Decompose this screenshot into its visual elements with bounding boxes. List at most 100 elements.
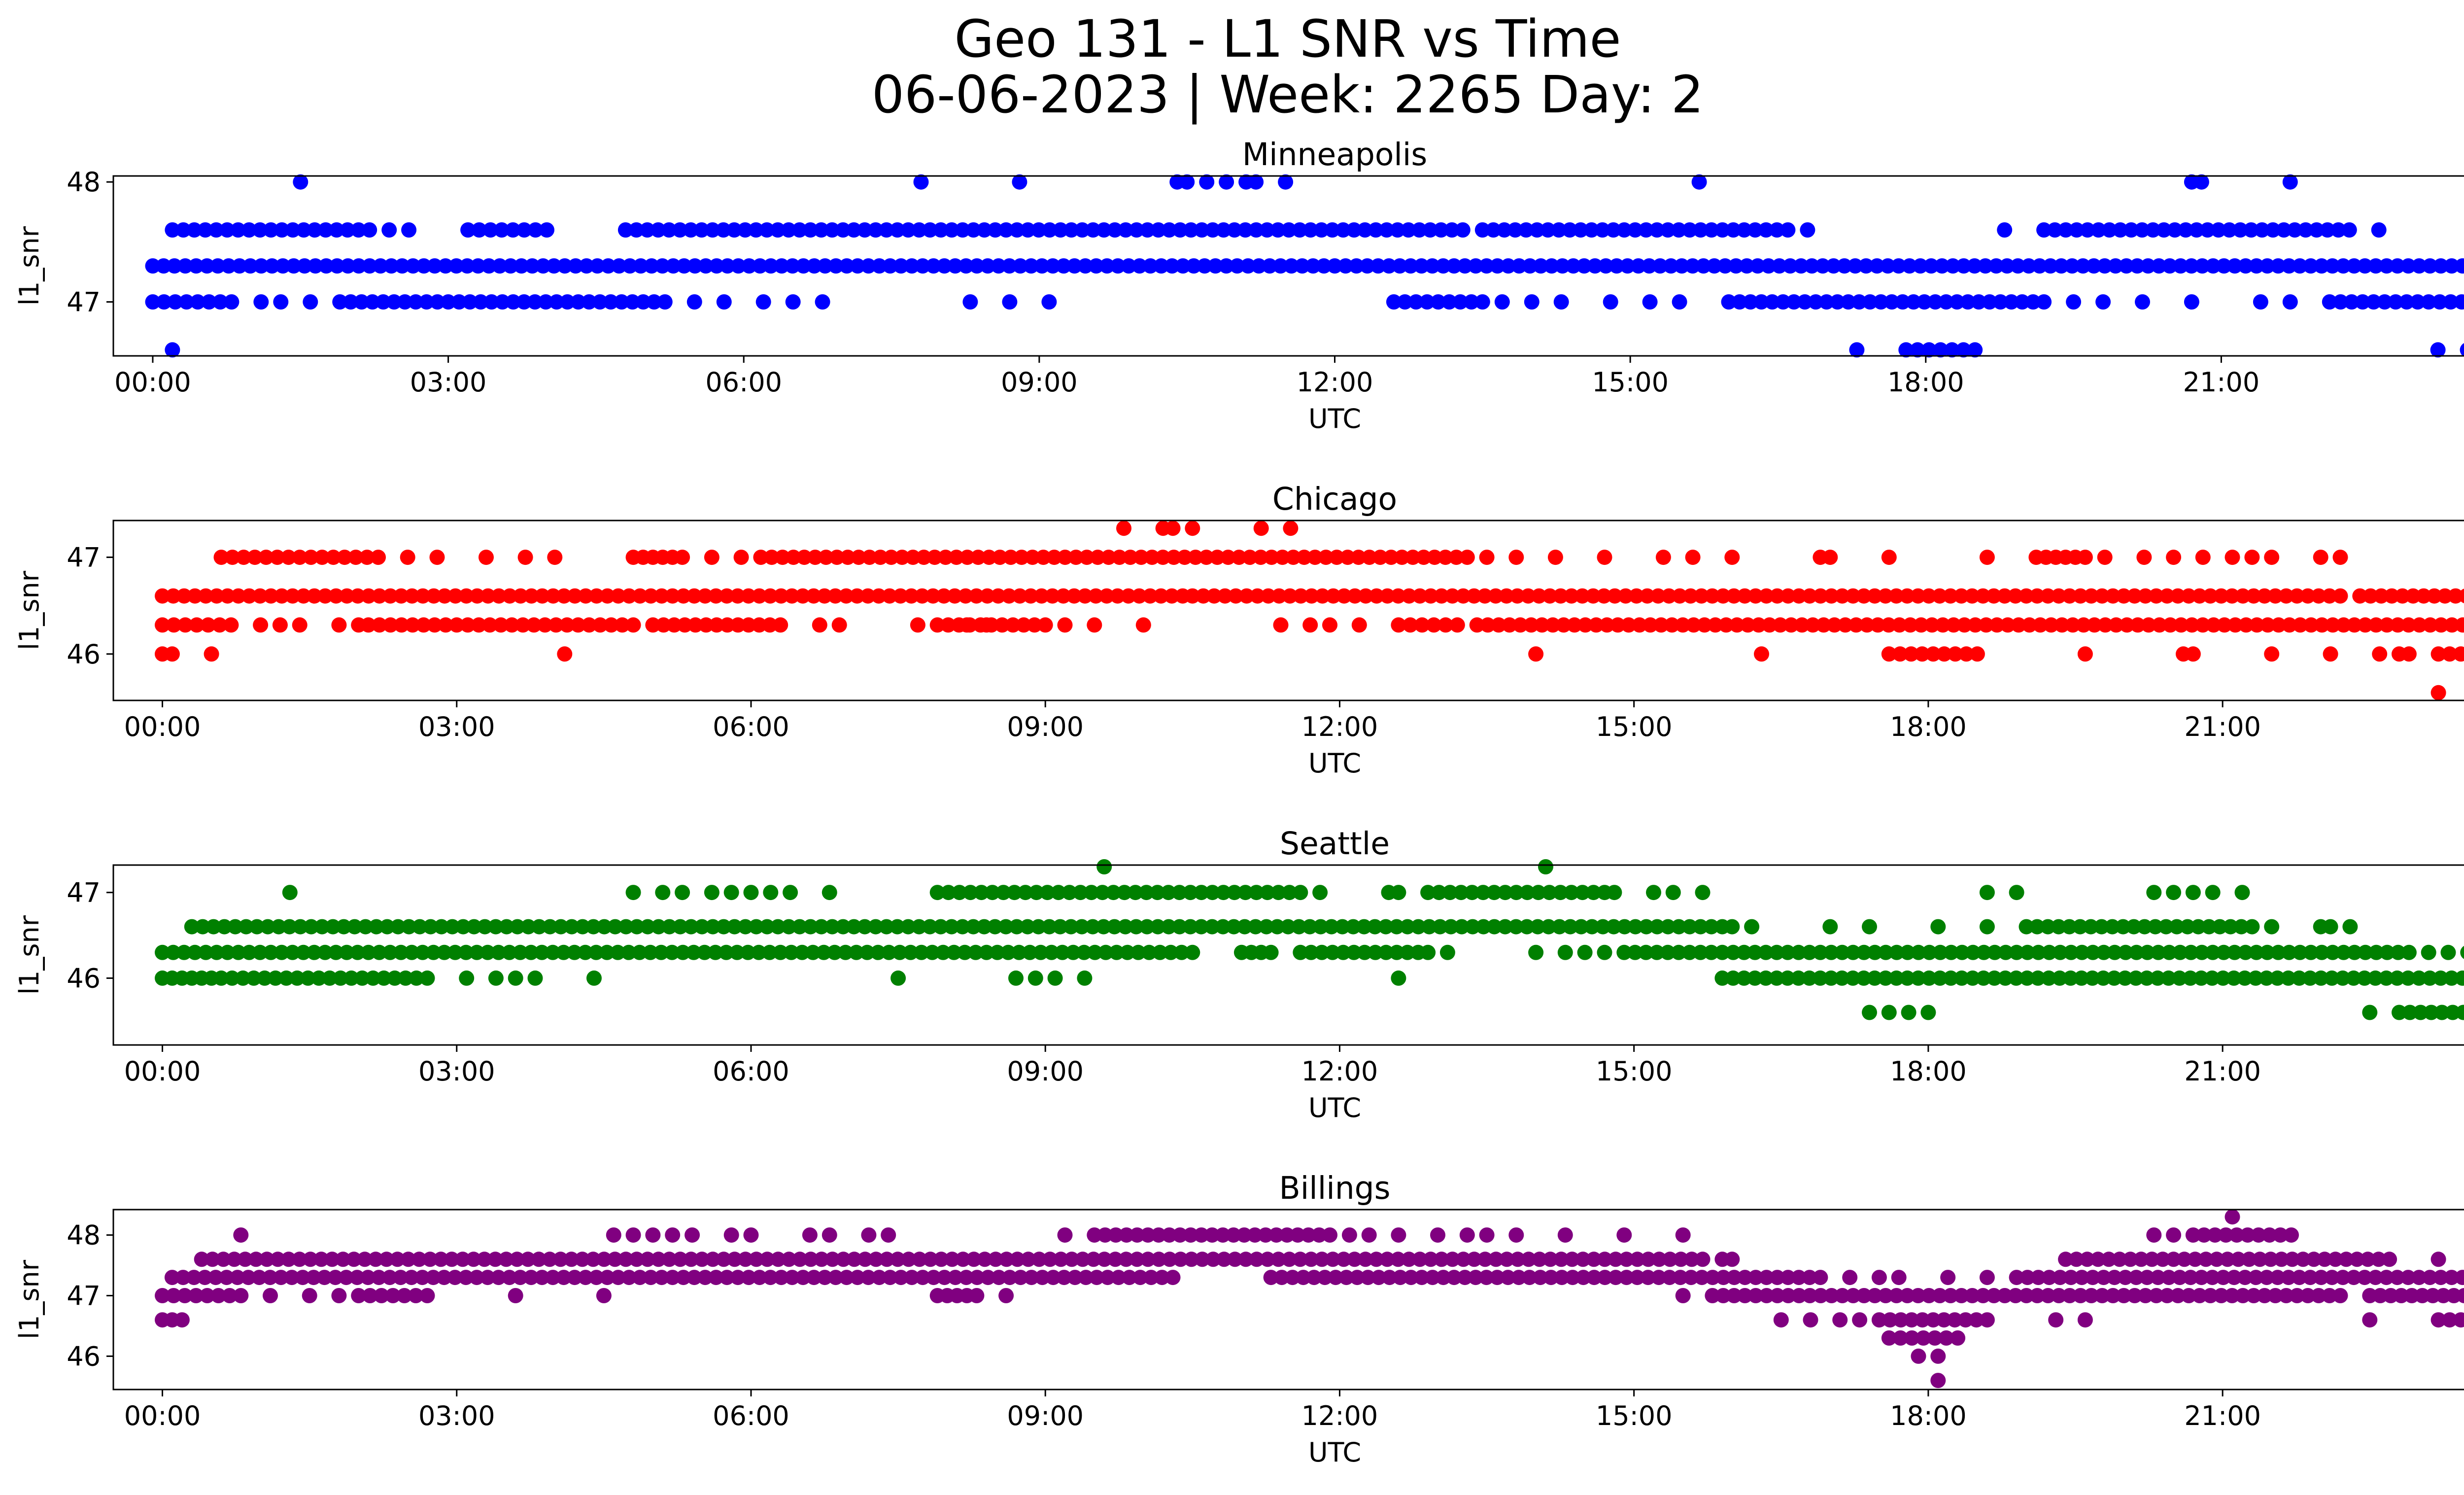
seattle-data-point: [2249, 944, 2264, 960]
seattle-data-point: [2264, 919, 2280, 935]
billings-data-point: [2360, 1252, 2376, 1267]
seattle-data-point: [1965, 944, 1981, 960]
billings-data-point: [1341, 1227, 1357, 1243]
seattle-data-point: [900, 919, 916, 935]
chicago-data-point: [1902, 617, 1918, 633]
seattle-data-point: [1780, 944, 1796, 960]
minneapolis-data-point: [1707, 258, 1722, 274]
minneapolis-data-point: [1945, 258, 1961, 274]
seattle-data-point: [704, 885, 719, 901]
minneapolis-data-point: [1631, 258, 1646, 274]
chicago-data-point: [1891, 617, 1907, 633]
minneapolis-data-point: [1849, 342, 1865, 358]
chicago-data-point: [1848, 617, 1864, 633]
seattle-data-point: [2085, 944, 2101, 960]
seattle-data-point: [1389, 944, 1404, 960]
seattle-data-point: [520, 919, 536, 935]
minneapolis-data-point: [1956, 258, 1972, 274]
seattle-data-point: [2367, 970, 2383, 986]
billings-data-point: [1616, 1227, 1632, 1243]
billings-data-point: [1089, 1270, 1104, 1286]
chicago-data-point: [1986, 588, 2002, 604]
billings-data-point: [1195, 1252, 1210, 1267]
minneapolis-data-point: [1891, 258, 1907, 274]
seattle-data-point: [2346, 970, 2361, 986]
minneapolis-data-point: [1652, 258, 1668, 274]
billings-data-point: [2240, 1227, 2256, 1243]
seattle-data-point: [1313, 919, 1329, 935]
minneapolis-data-point: [2135, 294, 2150, 310]
billings-data-point: [2202, 1288, 2218, 1303]
seattle-data-point: [2201, 919, 2217, 935]
seattle-data-point: [1293, 944, 1308, 960]
seattle-data-point: [376, 970, 392, 986]
minneapolis-data-point: [2222, 222, 2237, 238]
minneapolis-data-point: [1884, 294, 1900, 310]
chicago-data-point: [1391, 617, 1406, 633]
chicago-data-point: [1921, 588, 1937, 604]
minneapolis-data-point: [1764, 294, 1780, 310]
billings-data-point: [414, 1270, 430, 1286]
chicago-data-point: [296, 588, 311, 604]
billings-data-point: [792, 1252, 808, 1267]
chicago-data-point: [1426, 617, 1442, 633]
minneapolis-data-point: [2335, 258, 2351, 274]
seattle-data-point: [2096, 944, 2112, 960]
seattle-data-point: [1997, 970, 2013, 986]
minneapolis-data-point: [297, 258, 312, 274]
seattle-data-point: [2456, 1005, 2464, 1020]
seattle-data-point: [1226, 919, 1242, 935]
seattle-data-point: [1780, 970, 1795, 986]
billings-data-point: [1882, 1312, 1898, 1328]
chicago-y-tick-label: 46: [67, 639, 101, 670]
chicago-data-point: [1740, 617, 1756, 633]
minneapolis-data-point: [1992, 294, 2008, 310]
seattle-data-point: [2009, 944, 2024, 960]
billings-data-point: [610, 1270, 626, 1286]
minneapolis-data-point: [2090, 222, 2106, 238]
seattle-data-point: [1022, 944, 1038, 960]
minneapolis-data-point: [253, 258, 269, 274]
billings-data-point: [607, 1252, 623, 1267]
minneapolis-data-point: [1728, 258, 1744, 274]
seattle-data-point: [1682, 919, 1698, 935]
minneapolis-data-point: [1721, 294, 1737, 310]
seattle-data-point: [1660, 944, 1676, 960]
seattle-data-point: [458, 944, 474, 960]
billings-data-point: [1770, 1288, 1785, 1303]
minneapolis-data-point: [814, 222, 829, 238]
minneapolis-data-point: [1216, 222, 1232, 238]
minneapolis-data-point: [2341, 222, 2357, 238]
chicago-data-point: [1046, 550, 1062, 565]
seattle-data-point: [2126, 919, 2142, 935]
minneapolis-data-point: [438, 258, 453, 274]
seattle-subplot-title: Seattle: [1280, 826, 1390, 862]
seattle-data-point: [1325, 944, 1340, 960]
seattle-data-point: [1163, 944, 1179, 960]
seattle-data-point: [1263, 944, 1279, 960]
minneapolis-data-point: [1663, 258, 1679, 274]
billings-data-point: [1694, 1270, 1710, 1286]
chicago-data-point: [2427, 588, 2442, 604]
chicago-data-point: [1369, 588, 1384, 604]
minneapolis-data-point: [2287, 222, 2303, 238]
minneapolis-data-point: [915, 258, 930, 274]
minneapolis-data-point: [2430, 342, 2446, 358]
billings-data-point: [362, 1288, 378, 1303]
minneapolis-data-point: [683, 222, 699, 238]
billings-data-point: [912, 1252, 927, 1267]
seattle-data-point: [205, 919, 221, 935]
chicago-data-point: [708, 588, 724, 604]
seattle-data-point: [621, 944, 637, 960]
chicago-data-point: [2322, 588, 2337, 604]
seattle-data-point: [770, 919, 786, 935]
minneapolis-data-point: [513, 258, 529, 274]
seattle-data-point: [2072, 919, 2088, 935]
minneapolis-data-point: [603, 294, 618, 310]
billings-data-point: [404, 1270, 419, 1286]
billings-data-point: [302, 1288, 317, 1303]
seattle-data-point: [249, 919, 265, 935]
seattle-data-point: [1519, 885, 1535, 901]
seattle-data-point: [2104, 919, 2120, 935]
seattle-data-point: [911, 919, 927, 935]
